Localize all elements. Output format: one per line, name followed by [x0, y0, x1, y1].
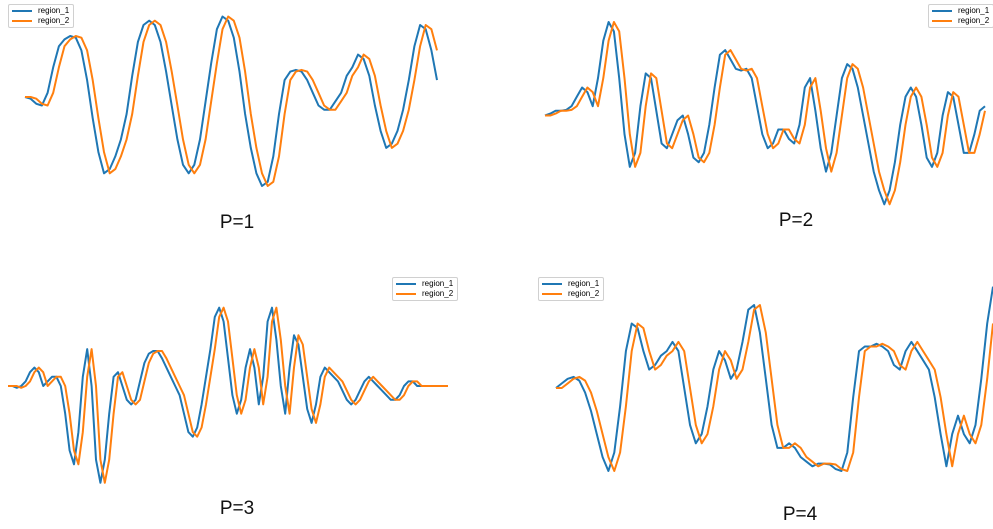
- legend-swatch-region-1: [396, 283, 416, 285]
- legend-entry-region-2: region_2: [12, 16, 69, 26]
- legend-swatch-region-2: [396, 293, 416, 295]
- chart-plot-p3: [8, 306, 448, 484]
- legend-label-region-2: region_2: [568, 289, 600, 298]
- legend-label-region-1: region_1: [38, 6, 70, 15]
- series-line-region-2: [25, 15, 438, 187]
- chart-panel-p2: region_1 region_2 P=2: [530, 0, 993, 240]
- legend-p4: region_1 region_2: [538, 277, 605, 301]
- legend-label-region-1: region_1: [958, 6, 990, 15]
- series-line-region-1: [24, 15, 438, 187]
- legend-swatch-region-2: [12, 20, 32, 22]
- chart-plot-p1: [24, 15, 438, 187]
- chart-panel-p1: region_1 region_2 P=1: [0, 0, 470, 240]
- legend-entry-region-2: region_2: [396, 289, 453, 299]
- chart-plot-p4: [555, 286, 993, 472]
- legend-swatch-region-1: [542, 283, 562, 285]
- chart-panel-p3: region_1 region_2 P=3: [0, 272, 470, 529]
- legend-p2: region_1 region_2: [928, 4, 993, 28]
- legend-entry-region-1: region_1: [542, 279, 599, 289]
- chart-title-p2: P=2: [778, 210, 814, 231]
- legend-entry-region-2: region_2: [932, 16, 989, 26]
- chart-title-p3: P=3: [219, 498, 255, 519]
- chart-title-p1: P=1: [219, 212, 255, 233]
- chart-plot-p2: [544, 21, 986, 206]
- series-line-region-1: [544, 21, 986, 206]
- legend-entry-region-1: region_1: [932, 6, 989, 16]
- legend-label-region-1: region_1: [568, 279, 600, 288]
- legend-entry-region-1: region_1: [396, 279, 453, 289]
- legend-swatch-region-2: [932, 20, 952, 22]
- legend-label-region-2: region_2: [38, 16, 70, 25]
- legend-p1: region_1 region_2: [8, 4, 75, 28]
- chart-panel-p4: region_1 region_2 P=4: [530, 272, 993, 529]
- legend-entry-region-2: region_2: [542, 289, 599, 299]
- legend-swatch-region-2: [542, 293, 562, 295]
- series-line-region-1: [8, 306, 448, 484]
- legend-p3: region_1 region_2: [392, 277, 459, 301]
- series-line-region-2: [8, 306, 448, 484]
- legend-label-region-1: region_1: [422, 279, 454, 288]
- series-line-region-2: [556, 304, 993, 472]
- series-line-region-2: [545, 21, 986, 206]
- chart-title-p4: P=4: [782, 504, 818, 525]
- legend-entry-region-1: region_1: [12, 6, 69, 16]
- legend-label-region-2: region_2: [958, 16, 990, 25]
- legend-swatch-region-1: [932, 10, 952, 12]
- legend-swatch-region-1: [12, 10, 32, 12]
- series-line-region-1: [555, 286, 993, 472]
- legend-label-region-2: region_2: [422, 289, 454, 298]
